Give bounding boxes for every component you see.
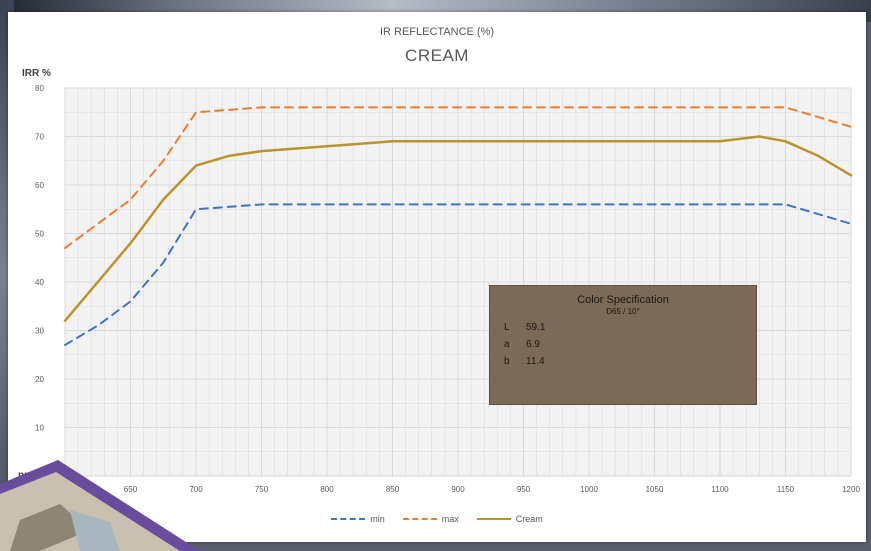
x-tick-label: 800 xyxy=(320,485,334,494)
spec-title: Color Specification xyxy=(577,294,669,306)
y-axis-label: IRR % xyxy=(22,68,51,79)
x-tick-label: 1150 xyxy=(777,485,795,494)
chart-legend: min max Cream xyxy=(8,514,866,524)
x-tick-label: 1050 xyxy=(646,485,664,494)
x-tick-label: 950 xyxy=(517,485,531,494)
legend-label-cream: Cream xyxy=(515,514,543,524)
x-tick-label: 1200 xyxy=(842,485,860,494)
decorative-corner-graphic xyxy=(0,460,200,551)
x-tick-label: 700 xyxy=(189,485,203,494)
plot-area: 80 70 60 50 40 30 20 10 650 700 750 800 850 900 950 100… xyxy=(35,84,860,494)
series-line-cream xyxy=(63,135,853,323)
x-tick-label: 1000 xyxy=(580,485,598,494)
spec-key: a xyxy=(504,339,510,350)
spec-key: b xyxy=(504,356,510,367)
spec-key: L xyxy=(504,322,510,333)
legend-item-min: min xyxy=(331,514,385,524)
x-tick-label: 750 xyxy=(255,485,269,494)
y-tick-label: 50 xyxy=(35,230,44,239)
x-tick-label: 650 xyxy=(124,485,138,494)
legend-item-max: max xyxy=(402,514,459,524)
spec-value: 11.4 xyxy=(526,356,545,367)
chart-card: IR REFLECTANCE (%) CREAM IRR % nm 807060… xyxy=(8,12,866,542)
chart-subtitle: CREAM xyxy=(405,46,469,65)
chart-title: IR REFLECTANCE (%) xyxy=(379,26,495,38)
series-line-max xyxy=(64,106,852,249)
decorative-stone-highlight xyxy=(70,510,120,551)
decorative-stone-shade xyxy=(10,504,90,551)
spec-row-b: b 11.4 xyxy=(504,356,756,367)
series-line-min xyxy=(64,203,852,346)
y-tick-label: 20 xyxy=(35,375,44,384)
x-tick-label: 1100 xyxy=(711,485,729,494)
y-tick-label: 70 xyxy=(35,133,44,142)
legend-swatch-min xyxy=(331,518,366,520)
y-tick-label: 60 xyxy=(35,181,44,190)
spec-subtitle: D65 / 10° xyxy=(606,307,640,316)
y-tick-label: 80 xyxy=(35,84,44,93)
x-tick-label: 900 xyxy=(451,485,465,494)
spec-row-l: L 59.1 xyxy=(504,322,756,333)
legend-swatch-max xyxy=(402,518,437,520)
y-tick-label: 30 xyxy=(35,327,44,336)
legend-item-cream: Cream xyxy=(476,514,543,524)
y-tick-label: 10 xyxy=(35,424,44,433)
x-tick-label: 850 xyxy=(386,485,400,494)
legend-label-max: max xyxy=(441,514,459,524)
spec-value: 59.1 xyxy=(526,322,546,333)
legend-swatch-cream xyxy=(476,518,511,520)
color-specification-box: Color Specification D65 / 10° L 59.1 a 6.9… xyxy=(489,285,757,405)
legend-label-min: min xyxy=(370,514,385,524)
y-tick-label: 40 xyxy=(35,278,44,287)
spec-row-a: a 6.9 xyxy=(504,339,756,350)
spec-value: 6.9 xyxy=(526,339,540,350)
